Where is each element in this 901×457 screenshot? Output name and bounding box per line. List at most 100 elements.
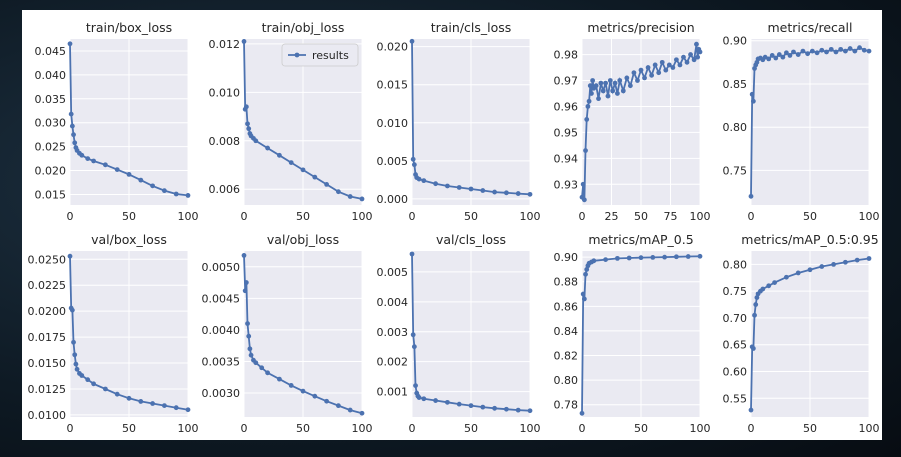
x-tick-label: 100 (520, 422, 541, 435)
y-tick-label: 0.84 (554, 325, 579, 338)
y-tick-label: 0.0250 (28, 253, 67, 266)
data-point (150, 183, 156, 189)
y-tick-label: 0.012 (209, 38, 241, 51)
data-point (68, 111, 74, 117)
data-point (480, 188, 486, 193)
y-tick-label: 0.020 (35, 165, 67, 178)
subplot-6: 0 50 100 0.0100 0.0125 0.0150 0.0175 0.0200 0.02… (28, 232, 199, 435)
data-point (769, 53, 775, 58)
y-tick-label: 0.040 (35, 69, 67, 82)
subplot-title: train/cls_loss (431, 20, 512, 35)
data-point (750, 98, 756, 104)
data-point (515, 407, 521, 413)
data-point (684, 59, 690, 65)
subplot-title: val/obj_loss (267, 232, 339, 247)
data-point (615, 91, 620, 96)
data-point (173, 405, 179, 411)
data-point (580, 291, 586, 297)
y-tick-label: 0.0050 (202, 261, 241, 274)
data-point (674, 254, 679, 260)
y-tick-label: 0.60 (723, 365, 748, 378)
data-point (586, 98, 592, 104)
data-point (691, 57, 697, 63)
data-point (591, 258, 597, 264)
y-tick-label: 0.65 (723, 339, 748, 352)
x-tick-label: 0 (67, 210, 74, 223)
data-point (612, 80, 618, 86)
subplot-7: 0 50 100 0.0030 0.0035 0.0040 0.0045 0.0050 val/… (202, 232, 373, 435)
data-point (748, 407, 754, 413)
results-figure-svg: 0 50 100 0.015 0.020 0.025 0.030 0.035 0.040 0.04… (28, 20, 880, 435)
data-point (581, 296, 587, 302)
data-point (416, 176, 422, 182)
data-point (312, 393, 318, 399)
x-tick-label: 0 (748, 422, 755, 435)
data-point (277, 376, 282, 382)
data-point (638, 67, 644, 73)
x-tick-label: 50 (122, 422, 136, 435)
y-tick-label: 0.80 (554, 374, 579, 387)
data-point (791, 49, 796, 55)
x-tick-label: 0 (241, 422, 248, 435)
data-point (185, 193, 191, 198)
subplot-title: metrics/precision (587, 20, 694, 35)
data-point (456, 185, 462, 190)
data-point (674, 57, 679, 63)
data-point (150, 401, 156, 406)
data-point (103, 162, 108, 168)
data-point (253, 138, 259, 144)
x-tick-label: 75 (664, 210, 678, 223)
y-tick-label: 0.0125 (28, 383, 67, 396)
data-point (831, 261, 836, 267)
x-tick-label: 50 (122, 210, 136, 223)
data-point (670, 65, 676, 70)
y-tick-label: 0.035 (35, 93, 67, 106)
y-tick-label: 0.005 (377, 266, 409, 279)
data-point (336, 403, 341, 409)
data-point (766, 283, 772, 289)
data-point (243, 280, 249, 285)
y-tick-label: 0.0225 (28, 279, 67, 292)
y-tick-label: 0.55 (723, 392, 748, 405)
series-line (411, 41, 531, 196)
data-point (69, 307, 75, 313)
y-tick-label: 0.94 (554, 152, 579, 165)
data-point (603, 257, 608, 263)
subplot-title: train/box_loss (86, 20, 172, 35)
x-tick-label: 50 (464, 210, 478, 223)
x-tick-label: 100 (690, 422, 711, 435)
data-point (324, 182, 329, 187)
data-point (615, 255, 620, 261)
data-point (795, 52, 801, 57)
y-tick-label: 0.010 (377, 117, 409, 130)
y-tick-label: 0.0030 (202, 387, 241, 400)
y-tick-label: 0.82 (554, 350, 579, 363)
data-point (138, 177, 144, 183)
data-point (596, 96, 601, 102)
y-tick-label: 0.90 (723, 35, 748, 48)
data-point (642, 75, 647, 81)
data-point (243, 104, 249, 110)
data-point (300, 388, 306, 394)
data-point (515, 191, 521, 196)
data-point (749, 91, 755, 97)
y-tick-label: 0.0040 (202, 324, 241, 337)
y-tick-label: 0.0200 (28, 305, 67, 318)
subplot-title: train/obj_loss (262, 20, 345, 35)
data-point (253, 360, 259, 366)
data-point (610, 88, 616, 94)
y-tick-label: 0.0175 (28, 331, 67, 344)
x-tick-label: 0 (409, 210, 416, 223)
y-tick-label: 0.80 (723, 258, 748, 271)
x-tick-label: 0 (748, 210, 755, 223)
data-point (421, 396, 427, 402)
data-point (85, 377, 91, 383)
data-point (138, 399, 144, 404)
data-point (241, 39, 247, 44)
data-point (663, 67, 669, 73)
data-point (91, 158, 96, 164)
data-point (347, 194, 353, 199)
data-point (411, 162, 417, 168)
data-point (784, 274, 789, 280)
data-point (752, 312, 757, 318)
